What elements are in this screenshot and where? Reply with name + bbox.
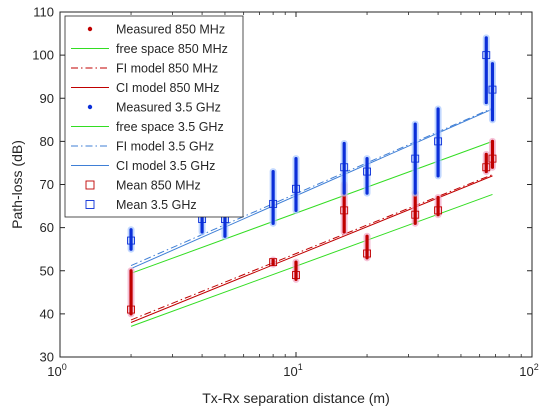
- mean-marker-mean-850-mhz: [363, 249, 371, 258]
- y-axis-label: Path-loss (dB): [9, 140, 25, 229]
- legend-label-measured-3-5-ghz: Measured 3.5 GHz: [116, 101, 221, 115]
- y-tick-label: 50: [40, 263, 54, 278]
- legend: Measured 850 MHz free space 850 MHz FI mod…: [64, 15, 244, 218]
- legend-label-mean-850-mhz: Mean 850 MHz: [116, 179, 201, 193]
- mean-marker-mean-3-5-ghz: [363, 167, 371, 176]
- mean-marker-mean-3-5-ghz: [127, 236, 135, 245]
- mean-marker-mean-850-mhz: [269, 258, 278, 267]
- y-tick-label: 90: [40, 91, 54, 106]
- mean-marker-mean-850-mhz: [127, 305, 135, 314]
- y-tick-label: 70: [40, 177, 54, 192]
- mean-marker-mean-850-mhz: [292, 271, 300, 280]
- legend-label-ci-model-850-mhz: CI model 850 MHz: [116, 81, 220, 95]
- mean-marker-mean-850-mhz: [340, 206, 349, 215]
- legend-label-fi-model-850-mhz: FI model 850 MHz: [116, 62, 218, 76]
- series-line-ci-model-3-5-ghz: [130, 108, 493, 270]
- data-layer: [127, 34, 497, 327]
- mean-marker-mean-850-mhz: [488, 154, 497, 163]
- mean-marker-mean-3-5-ghz: [340, 163, 349, 172]
- series-line-ci-model-850-mhz: [130, 175, 493, 323]
- legend-symbol-measured-850-mhz: [87, 26, 93, 32]
- x-axis-label: Tx-Rx separation distance (m): [202, 390, 390, 406]
- mean-marker-mean-3-5-ghz: [488, 85, 497, 94]
- y-tick-label: 100: [32, 48, 54, 63]
- x-tick-label: 101: [283, 362, 302, 379]
- x-tick-label: 100: [47, 362, 66, 379]
- mean-marker-mean-850-mhz: [434, 206, 443, 215]
- mean-marker-mean-3-5-ghz: [482, 51, 491, 60]
- y-tick-label: 30: [40, 350, 54, 365]
- legend-box: [64, 15, 244, 218]
- mean-marker-mean-850-mhz: [411, 210, 420, 219]
- mean-marker-mean-3-5-ghz: [411, 154, 420, 163]
- legend-label-ci-model-3-5-ghz: CI model 3.5 GHz: [116, 159, 215, 173]
- legend-symbol-mean-3-5-ghz: [85, 200, 95, 209]
- y-tick-label: 80: [40, 134, 54, 149]
- legend-label-mean-3-5-ghz: Mean 3.5 GHz: [116, 198, 197, 212]
- mean-marker-mean-850-mhz: [482, 163, 491, 172]
- series-line-fi-model-850-mhz: [130, 174, 493, 321]
- x-tick-label: 102: [519, 362, 538, 379]
- legend-label-measured-850-mhz: Measured 850 MHz: [116, 23, 225, 37]
- series-line-free-space-850-mhz: [130, 193, 493, 327]
- mean-marker-mean-3-5-ghz: [292, 184, 300, 193]
- legend-symbol-measured-3-5-ghz: [87, 104, 93, 110]
- legend-label-fi-model-3-5-ghz: FI model 3.5 GHz: [116, 140, 214, 154]
- y-tick-label: 40: [40, 306, 54, 321]
- series-line-free-space-3-5-ghz: [130, 140, 493, 274]
- y-tick-label: 110: [33, 5, 54, 20]
- y-tick-label: 60: [40, 220, 54, 235]
- legend-symbol-mean-850-mhz: [85, 180, 95, 190]
- mean-marker-mean-3-5-ghz: [434, 137, 443, 146]
- legend-label-free-space-850-mhz: free space 850 MHz: [116, 42, 228, 56]
- mean-marker-mean-3-5-ghz: [269, 199, 278, 208]
- legend-label-free-space-3-5-ghz: free space 3.5 GHz: [116, 120, 224, 134]
